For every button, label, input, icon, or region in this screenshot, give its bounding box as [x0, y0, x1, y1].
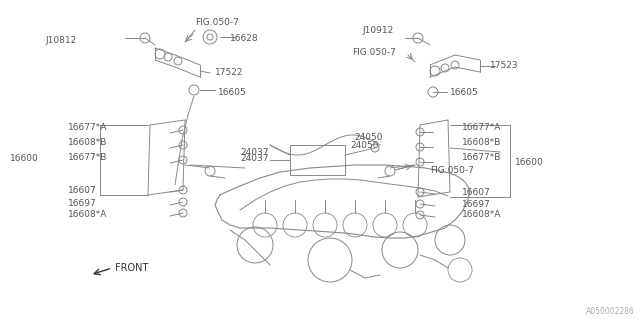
Text: 16608*A: 16608*A [462, 210, 501, 219]
Bar [290, 145, 345, 175]
Text: 16677*A: 16677*A [68, 123, 108, 132]
Text: 24037: 24037 [240, 154, 269, 163]
Text: 17522: 17522 [215, 68, 243, 76]
Text: FIG.050-7: FIG.050-7 [195, 18, 239, 27]
Text: J10812: J10812 [45, 36, 76, 44]
Text: 16677*B: 16677*B [68, 153, 108, 162]
Text: 16697: 16697 [68, 198, 97, 207]
Text: 16608*B: 16608*B [462, 138, 501, 147]
Text: 16608*B: 16608*B [68, 138, 108, 147]
Text: J10912: J10912 [362, 26, 393, 35]
Text: 16628: 16628 [230, 34, 259, 43]
Text: 16607: 16607 [462, 188, 491, 196]
Text: 24050: 24050 [350, 140, 378, 149]
Text: 16607: 16607 [68, 186, 97, 195]
Text: 16677*B: 16677*B [462, 153, 501, 162]
Text: 16600: 16600 [515, 157, 544, 166]
Text: 16697: 16697 [462, 199, 491, 209]
Text: A050002286: A050002286 [586, 307, 635, 316]
Text: 16608*A: 16608*A [68, 210, 108, 219]
Text: FIG.050-7: FIG.050-7 [352, 47, 396, 57]
Text: FIG.050-7: FIG.050-7 [430, 165, 474, 174]
Text: FRONT: FRONT [115, 263, 148, 273]
Text: 24050: 24050 [354, 132, 383, 141]
Text: 16600: 16600 [10, 154, 39, 163]
Text: 16677*A: 16677*A [462, 123, 501, 132]
Text: 16605: 16605 [450, 87, 479, 97]
Text: 17523: 17523 [490, 60, 518, 69]
Text: 24037: 24037 [240, 148, 269, 156]
Text: 16605: 16605 [218, 87, 247, 97]
